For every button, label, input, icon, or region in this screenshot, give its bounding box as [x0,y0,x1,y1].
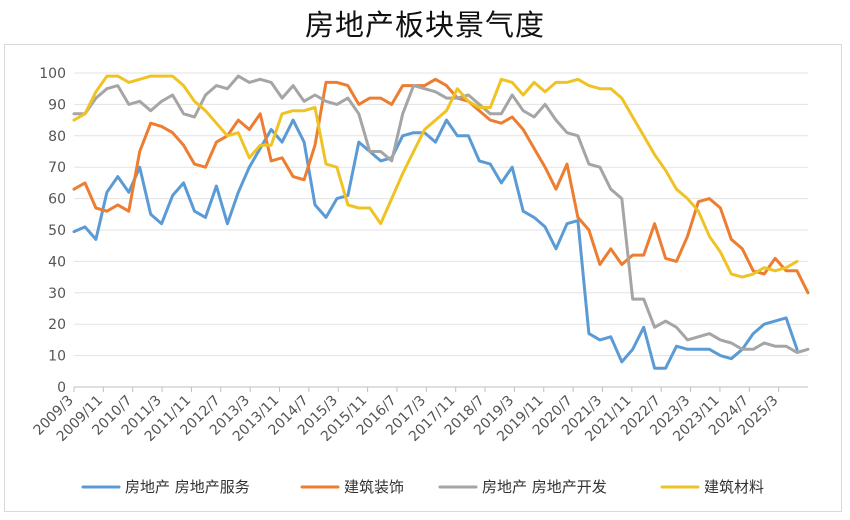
y-tick-label: 70 [48,160,66,176]
series-lines [72,74,810,370]
series-line-1 [72,118,799,370]
series-line-4 [72,74,799,279]
series-line-2 [72,77,810,295]
legend-label-2: 建筑装饰 [344,478,404,496]
chart-frame [4,44,842,512]
y-tick-label: 100 [39,66,66,82]
y-tick-label: 90 [48,97,66,113]
y-tick-label: 50 [48,223,66,239]
y-tick-label: 30 [48,286,66,302]
series-line-3 [72,74,810,354]
grid-lines [74,72,808,388]
axes: 01020304050607080901002009/32009/112010/… [31,66,782,445]
y-tick-label: 10 [48,349,66,365]
y-tick-label: 40 [48,254,66,270]
legend-label-4: 建筑材料 [704,478,764,496]
y-tick-label: 60 [48,192,66,208]
y-tick-label: 80 [48,129,66,145]
legend: 房地产 房地产服务 建筑装饰 房地产 房地产开发 建筑材料 [81,478,764,496]
legend-label-1: 房地产 房地产服务 [125,478,250,496]
legend-label-3: 房地产 房地产开发 [482,478,607,496]
y-tick-label: 20 [48,317,66,333]
y-tick-label: 0 [57,380,66,396]
chart-title: 房地产板块景气度 [304,8,545,42]
